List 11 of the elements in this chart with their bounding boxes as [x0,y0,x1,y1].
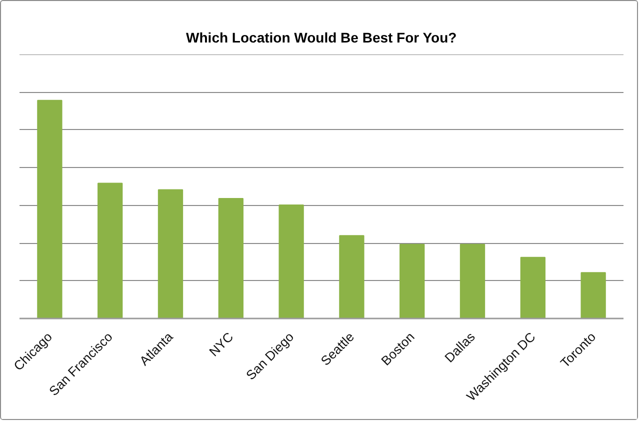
bar [339,235,364,318]
bar [278,204,304,318]
chart-title: Which Location Would Be Best For You? [186,30,457,46]
bar [520,256,546,318]
bar [400,244,425,318]
bar [218,198,244,318]
bar [580,272,606,318]
bar [460,244,486,318]
bar [37,100,62,318]
bar [158,189,184,318]
bar [98,182,123,318]
